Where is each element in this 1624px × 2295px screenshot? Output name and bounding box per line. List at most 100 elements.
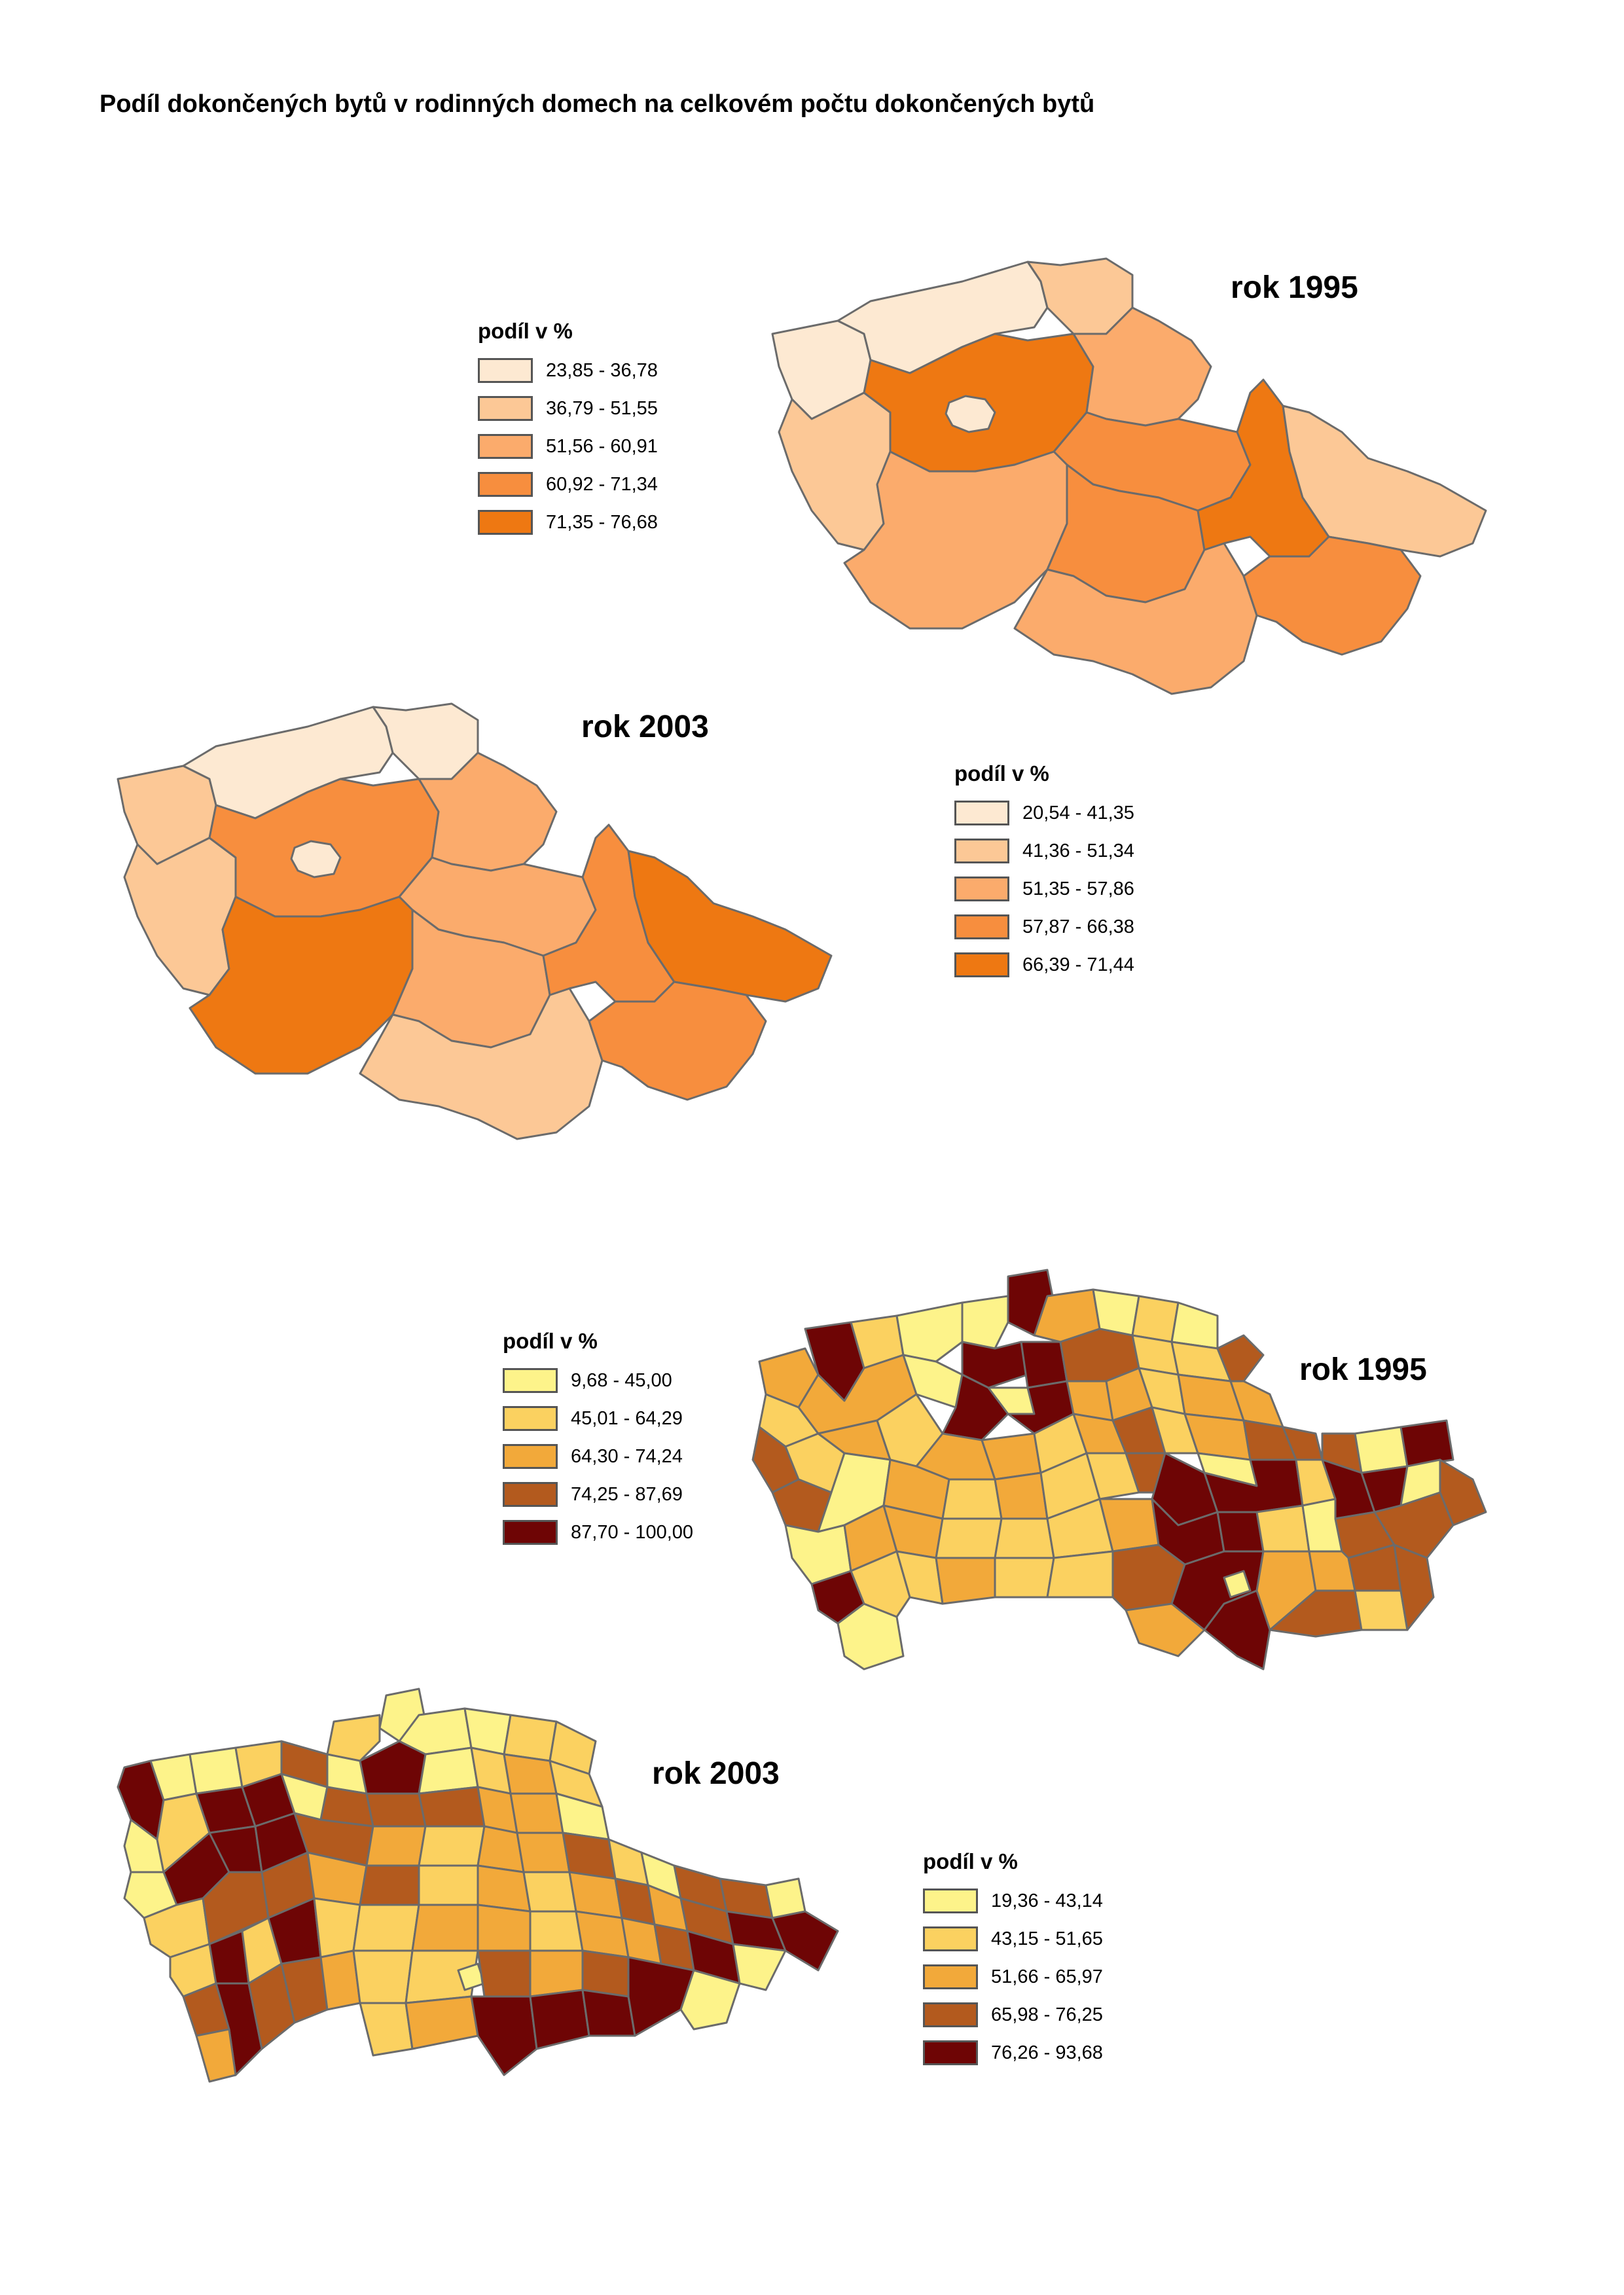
legend-item: 57,87 - 66,38 — [954, 908, 1134, 946]
legend-label: 43,15 - 51,65 — [991, 1928, 1103, 1949]
legend-swatch — [923, 1964, 978, 1989]
legend-label: 45,01 - 64,29 — [571, 1407, 683, 1429]
legend-item: 51,35 - 57,86 — [954, 870, 1134, 908]
map-region — [1354, 1426, 1409, 1474]
legend-item: 71,35 - 76,68 — [478, 503, 658, 541]
map-region — [1216, 1511, 1265, 1553]
map-region — [522, 1871, 577, 1913]
legend-item: 45,01 - 64,29 — [503, 1400, 693, 1437]
legend-swatch — [478, 434, 533, 459]
legend-label: 66,39 - 71,44 — [1022, 954, 1134, 975]
map-region — [1020, 1341, 1068, 1389]
map-region — [516, 1832, 571, 1873]
map-region — [581, 1949, 630, 1998]
map-region — [365, 1825, 427, 1867]
map-region — [1242, 535, 1422, 656]
legend-item: 43,15 - 51,65 — [923, 1920, 1103, 1958]
map-region — [994, 1557, 1055, 1599]
map-region — [1229, 1380, 1284, 1428]
legend-label: 23,85 - 36,78 — [546, 359, 658, 381]
map-region — [1399, 1419, 1454, 1468]
map-legend: podíl v % 9,68 - 45,00 45,01 - 64,29 64,… — [503, 1329, 693, 1551]
legend-swatch — [478, 472, 533, 497]
legend-label: 51,56 - 60,91 — [546, 435, 658, 457]
legend-item: 74,25 - 87,69 — [503, 1475, 693, 1513]
map-region — [1046, 1550, 1114, 1599]
legend-swatch — [923, 2002, 978, 2027]
map-region — [994, 1517, 1055, 1559]
map-region — [189, 895, 414, 1075]
map-region — [1223, 1570, 1252, 1599]
legend-item: 41,36 - 51,34 — [954, 832, 1134, 870]
map-region — [941, 1478, 1003, 1520]
legend-swatch — [954, 801, 1009, 825]
legend-item: 23,85 - 36,78 — [478, 352, 658, 389]
legend-item: 9,68 - 45,00 — [503, 1362, 693, 1400]
legend-item: 20,54 - 41,35 — [954, 794, 1134, 832]
map-region — [477, 1904, 532, 1952]
map-okresy-1995 — [746, 1263, 1519, 1748]
legend-item: 65,98 - 76,25 — [923, 1996, 1103, 2034]
map-region — [843, 450, 1068, 630]
map-region — [1255, 1504, 1310, 1553]
legend-item: 51,56 - 60,91 — [478, 427, 658, 465]
map-legend: podíl v % 23,85 - 36,78 36,79 - 51,55 51… — [478, 319, 658, 541]
map-region — [1439, 1458, 1487, 1527]
legend-swatch — [478, 358, 533, 383]
map-region — [588, 981, 767, 1101]
legend-item: 36,79 - 51,55 — [478, 389, 658, 427]
legend-label: 60,92 - 71,34 — [546, 473, 658, 495]
map-region-praha — [945, 395, 996, 433]
legend-label: 36,79 - 51,55 — [546, 397, 658, 419]
map-region — [418, 1746, 479, 1795]
page-title: Podíl dokončených bytů v rodinných domec… — [99, 90, 1095, 118]
map-legend: podíl v % 19,36 - 43,14 43,15 - 51,65 51… — [923, 1849, 1103, 2072]
legend-swatch — [954, 952, 1009, 977]
legend-swatch — [503, 1368, 558, 1393]
map-region — [215, 1982, 263, 2076]
legend-item: 19,36 - 43,14 — [923, 1882, 1103, 1920]
map-region — [365, 1792, 427, 1828]
map-region — [411, 1904, 479, 1952]
legend-label: 41,36 - 51,34 — [1022, 840, 1134, 861]
map-region — [529, 1989, 590, 2050]
district-grid — [751, 1269, 1487, 1671]
choropleth-map — [751, 1269, 1487, 1671]
map-region — [477, 1949, 532, 1998]
map-region — [1013, 542, 1258, 695]
map-region — [581, 1989, 636, 2037]
legend-swatch — [954, 876, 1009, 901]
map-region — [732, 1943, 787, 1991]
legend-label: 76,26 - 93,68 — [991, 2042, 1103, 2063]
map-region — [935, 1557, 996, 1605]
map-year-label: rok 1995 — [1231, 270, 1358, 305]
legend-swatch — [503, 1406, 558, 1431]
map-region — [994, 1472, 1049, 1520]
map-region — [189, 1746, 244, 1795]
map-region — [503, 1753, 558, 1795]
map-region — [123, 837, 237, 996]
district-grid — [117, 1688, 839, 2083]
map-region — [1216, 1334, 1265, 1382]
map-region — [1354, 1589, 1409, 1631]
legend-label: 71,35 - 76,68 — [546, 511, 658, 533]
legend-swatch — [954, 839, 1009, 863]
choropleth-map — [117, 702, 833, 1140]
map-year-label: rok 2003 — [652, 1756, 780, 1791]
map-year-label: rok 1995 — [1299, 1352, 1427, 1387]
legend-item: 66,39 - 71,44 — [954, 946, 1134, 984]
legend-label: 9,68 - 45,00 — [571, 1369, 672, 1391]
map-region — [1393, 1544, 1435, 1631]
legend-swatch — [478, 510, 533, 535]
legend-swatch — [954, 914, 1009, 939]
legend-swatch — [503, 1444, 558, 1469]
legend-title: podíl v % — [478, 319, 573, 343]
map-okresy-2003 — [111, 1682, 884, 2167]
map-region — [850, 1550, 911, 1618]
map-region — [195, 2028, 237, 2083]
map-region — [1170, 1301, 1219, 1350]
legend-label: 65,98 - 76,25 — [991, 2004, 1103, 2025]
legend-label: 20,54 - 41,35 — [1022, 802, 1134, 823]
map-region — [509, 1792, 564, 1834]
legend-title: podíl v % — [954, 761, 1049, 786]
